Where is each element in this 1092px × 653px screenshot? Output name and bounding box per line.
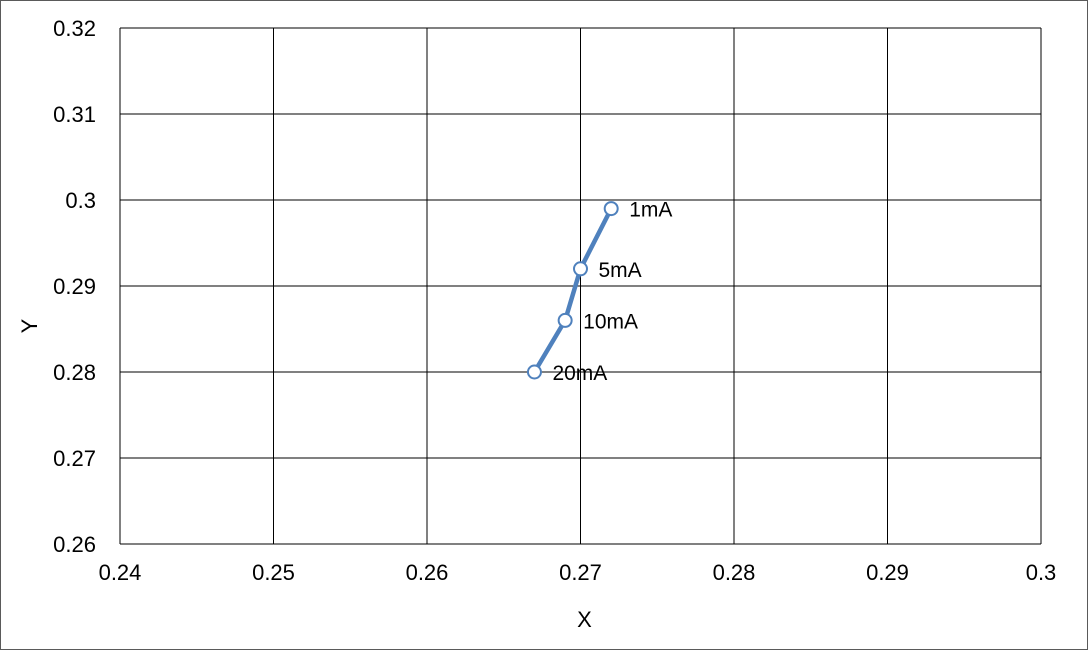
x-axis-ticks: 0.24 0.25 0.26 0.27 0.28 0.29 0.3 <box>99 560 1057 585</box>
y-tick-label: 0.27 <box>53 446 96 471</box>
x-tick-label: 0.24 <box>99 560 142 585</box>
y-tick-label: 0.31 <box>53 102 96 127</box>
x-tick-label: 0.25 <box>252 560 295 585</box>
data-label: 10mA <box>583 310 638 333</box>
x-axis-title: X <box>577 607 592 632</box>
x-tick-label: 0.27 <box>559 560 602 585</box>
y-tick-label: 0.26 <box>53 532 96 557</box>
data-label: 20mA <box>552 362 607 385</box>
x-tick-label: 0.28 <box>713 560 756 585</box>
data-point <box>603 201 619 217</box>
grid <box>119 27 1042 545</box>
data-point <box>557 312 573 328</box>
data-point <box>573 261 588 277</box>
data-label: 5mA <box>599 259 642 282</box>
x-tick-label: 0.3 <box>1026 560 1057 585</box>
x-tick-label: 0.26 <box>406 560 449 585</box>
series-line <box>532 206 614 375</box>
y-tick-label: 0.28 <box>53 360 96 385</box>
y-axis-ticks: 0.26 0.27 0.28 0.29 0.3 0.31 0.32 <box>53 16 96 557</box>
data-label: 1mA <box>629 199 672 222</box>
y-tick-label: 0.29 <box>53 274 96 299</box>
y-axis-title: Y <box>17 318 42 333</box>
x-tick-label: 0.29 <box>866 560 909 585</box>
data-point <box>526 364 542 380</box>
series-group <box>526 201 619 380</box>
y-tick-label: 0.32 <box>53 16 96 41</box>
y-tick-label: 0.3 <box>65 188 96 213</box>
data-labels: 1mA 5mA 10mA 20mA <box>552 199 672 385</box>
